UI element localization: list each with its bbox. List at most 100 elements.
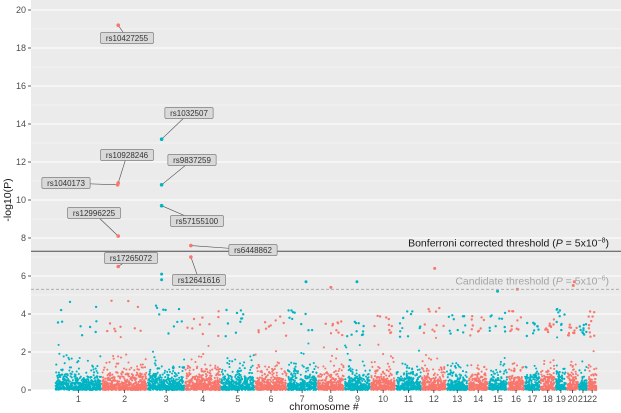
snp-point xyxy=(282,377,285,381)
snp-point xyxy=(332,364,336,367)
snp-point xyxy=(63,362,66,365)
snp-point xyxy=(440,368,443,371)
snp-point xyxy=(470,364,473,367)
snp-point xyxy=(299,373,302,376)
snp-point xyxy=(368,383,371,386)
snp-point xyxy=(175,384,178,387)
snp-point xyxy=(158,381,161,384)
snp-point xyxy=(172,379,175,382)
snp-point xyxy=(210,374,213,377)
snp-point xyxy=(337,375,340,378)
snp-point xyxy=(129,377,133,380)
snp-point xyxy=(237,376,240,379)
snp-point xyxy=(308,363,312,366)
snp-point xyxy=(209,364,212,367)
snp-point xyxy=(303,386,306,389)
snp-point xyxy=(154,359,157,362)
snp-point xyxy=(359,387,362,391)
snp-point xyxy=(322,365,325,368)
snp-point xyxy=(81,383,84,386)
snp-point xyxy=(143,373,146,376)
snp-point xyxy=(111,387,114,390)
snp-point xyxy=(175,381,178,384)
snp-point xyxy=(263,321,267,324)
snp-point xyxy=(438,306,441,310)
snp-point xyxy=(178,388,181,391)
snp-point xyxy=(172,386,175,389)
snp-point xyxy=(99,375,102,378)
snp-point xyxy=(223,376,226,380)
snp-point xyxy=(275,371,278,374)
snp-point xyxy=(77,386,80,389)
snp-point xyxy=(294,369,297,372)
snp-point xyxy=(362,374,365,377)
snp-point xyxy=(92,374,95,377)
snp-point xyxy=(65,381,68,384)
snp-point xyxy=(91,386,94,389)
snp-point xyxy=(75,370,78,373)
snp-point xyxy=(438,385,441,388)
snp-point xyxy=(331,381,335,384)
snp-point xyxy=(405,386,408,389)
snp-point xyxy=(420,366,423,370)
snp-point xyxy=(56,321,60,324)
snp-point xyxy=(269,387,272,390)
snp-point xyxy=(471,373,474,376)
snp-point xyxy=(78,376,81,380)
snp-point xyxy=(483,373,486,376)
snp-point xyxy=(97,378,100,381)
snp-point xyxy=(96,365,99,368)
snp-point xyxy=(80,334,84,337)
snp-point xyxy=(239,309,243,312)
snp-point xyxy=(396,385,399,388)
snp-point xyxy=(294,362,297,365)
snp-point xyxy=(274,381,277,384)
snp-point xyxy=(58,375,61,378)
snp-point xyxy=(385,316,388,319)
snp-point xyxy=(231,370,234,373)
snp-point xyxy=(162,386,165,389)
snp-point xyxy=(167,383,170,386)
snp-point xyxy=(110,299,113,302)
snp-point xyxy=(276,381,279,384)
snp-point xyxy=(115,384,118,387)
snp-point xyxy=(336,372,339,376)
snp-point xyxy=(140,372,143,376)
snp-point xyxy=(348,379,351,382)
snp-point xyxy=(163,371,166,374)
snp-point xyxy=(58,352,61,355)
snp-point xyxy=(419,385,422,388)
snp-point xyxy=(402,316,405,320)
snp-point xyxy=(119,336,122,339)
snp-point xyxy=(300,322,303,326)
snp-point xyxy=(354,385,357,388)
snp-point xyxy=(418,368,421,371)
snp-point xyxy=(342,388,345,391)
snp-point xyxy=(300,385,303,388)
snp-point xyxy=(455,362,458,365)
snp-point xyxy=(471,382,474,385)
snp-point xyxy=(178,365,181,368)
snp-point xyxy=(71,370,74,373)
snp-point xyxy=(411,367,414,370)
snp-point xyxy=(84,380,87,383)
snp-point xyxy=(405,370,408,373)
snp-point xyxy=(85,384,88,387)
snp-point xyxy=(264,327,268,330)
snp-point xyxy=(121,385,124,388)
snp-point xyxy=(402,373,405,376)
snp-point xyxy=(416,365,419,368)
snp-point xyxy=(241,377,244,380)
snp-point xyxy=(228,359,231,362)
snp-point xyxy=(238,362,242,365)
snp-point xyxy=(248,388,252,391)
snp-point xyxy=(251,382,254,385)
snp-point xyxy=(291,317,294,321)
snp-point xyxy=(458,378,461,381)
snp-point xyxy=(453,380,456,383)
snp-point xyxy=(364,386,367,389)
snp-point xyxy=(78,356,81,360)
snp-point xyxy=(166,382,169,385)
snp-point xyxy=(322,346,325,349)
snp-point xyxy=(194,377,197,380)
